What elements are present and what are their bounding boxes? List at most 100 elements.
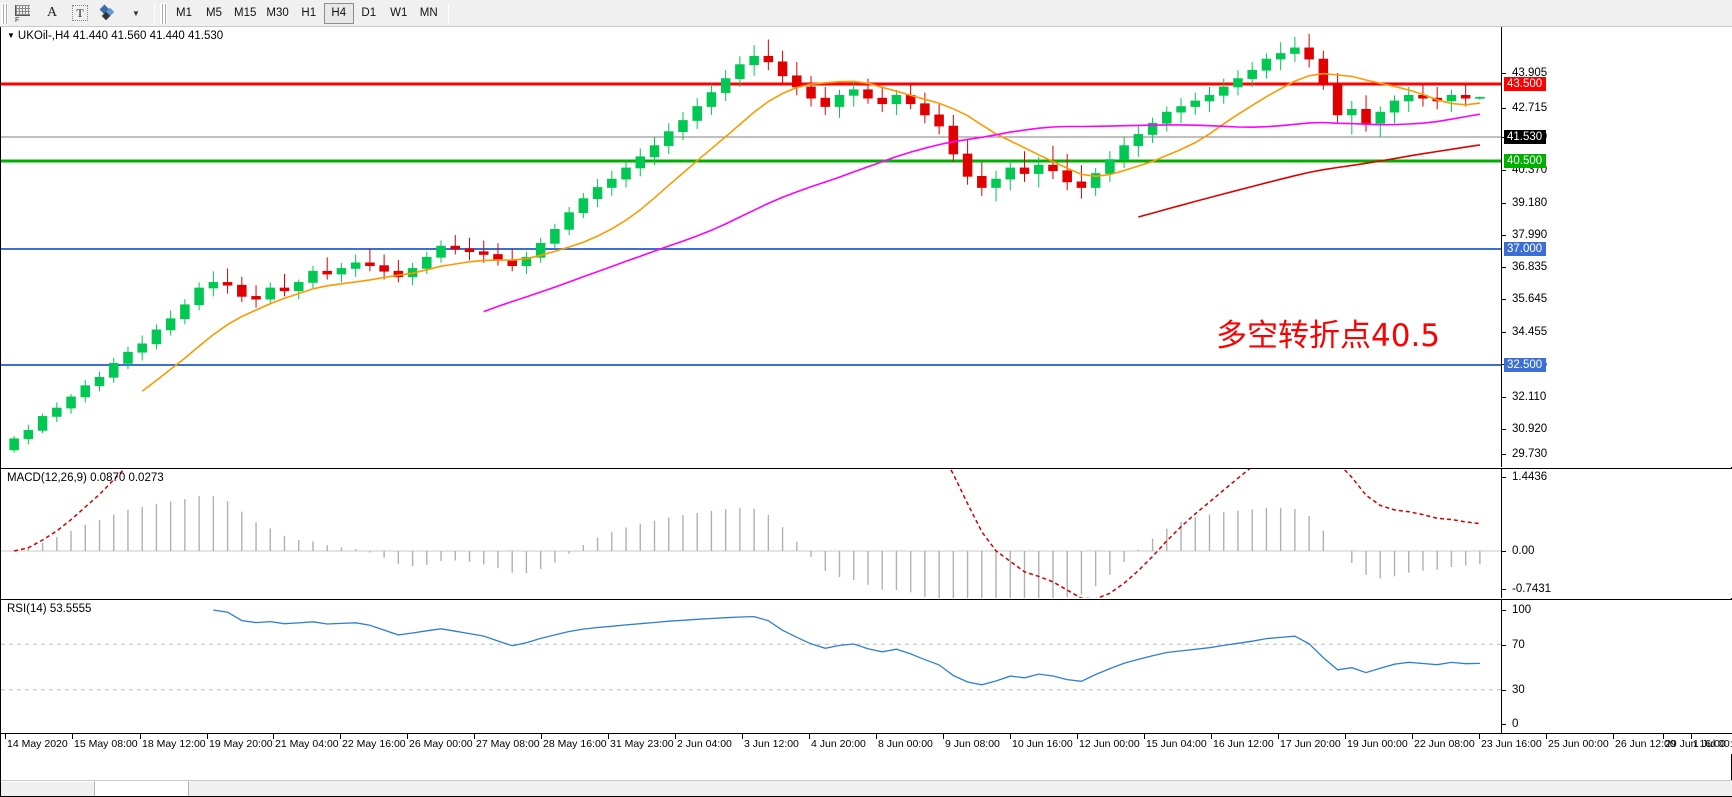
objects-shapes-icon[interactable] bbox=[95, 2, 121, 25]
candle-body bbox=[37, 416, 48, 431]
price-pane[interactable]: ▼ UKOil-,H4 41.440 41.560 41.440 41.530 4… bbox=[1, 27, 1732, 467]
candle-body bbox=[962, 153, 973, 177]
candle-body bbox=[379, 265, 389, 272]
candle-body bbox=[436, 245, 446, 258]
time-axis-label: 12 Jun 00:00 bbox=[1079, 738, 1140, 750]
macd-pane[interactable]: MACD(12,26,9) 0.0870 0.0273 1.4436 0.00 -0… bbox=[1, 468, 1732, 598]
timeframe-mn[interactable]: MN bbox=[419, 7, 438, 19]
chart-tab-0[interactable] bbox=[1, 781, 95, 796]
time-axis-label: 23 Jun 16:00 bbox=[1481, 738, 1542, 750]
chart-annotation-text: 多空转折点40.5 bbox=[1216, 318, 1441, 354]
candle-body bbox=[208, 282, 219, 289]
candle-body bbox=[1076, 181, 1087, 188]
rsi-scale[interactable]: 100 70 30 0 bbox=[1501, 600, 1732, 733]
candle-body bbox=[521, 256, 532, 267]
time-tick-mark bbox=[1691, 734, 1692, 739]
timeframe-m1[interactable]: M1 bbox=[176, 7, 192, 19]
candle-body bbox=[123, 351, 133, 364]
chart-window[interactable]: ▼ UKOil-,H4 41.440 41.560 41.440 41.530 4… bbox=[0, 27, 1732, 797]
candle-body bbox=[1275, 53, 1286, 60]
text-A-icon[interactable]: A bbox=[39, 2, 65, 25]
candle-body bbox=[550, 229, 560, 244]
time-axis-label: 2 Jun 04:00 bbox=[677, 738, 732, 750]
collapse-caret-icon[interactable]: ▼ bbox=[7, 31, 15, 41]
time-tick-mark bbox=[1613, 734, 1614, 739]
time-axis[interactable]: 14 May 2020 15 May 08:00 18 May 12:00 19 Ma… bbox=[1, 733, 1732, 754]
macd-scale[interactable]: 1.4436 0.00 -0.7431 bbox=[1501, 469, 1732, 598]
candle-body bbox=[279, 287, 290, 292]
timeframe-m5[interactable]: M5 bbox=[206, 7, 222, 19]
candle-body bbox=[806, 86, 816, 99]
candle-body bbox=[493, 254, 503, 261]
candle-body bbox=[1233, 78, 1243, 88]
candle-body bbox=[237, 284, 247, 297]
time-axis-label: 22 Jun 08:00 bbox=[1414, 738, 1475, 750]
time-axis-label: 8 Jun 00:00 bbox=[878, 738, 933, 750]
candle-body bbox=[1261, 58, 1272, 71]
candle-body bbox=[1361, 108, 1371, 124]
price-tick-mark bbox=[1502, 397, 1506, 398]
rsi-tick-mark bbox=[1502, 690, 1506, 691]
crosshair-f-icon[interactable]: F bbox=[11, 2, 37, 25]
chevron-down-icon[interactable]: ▼ bbox=[123, 2, 149, 25]
candle-body bbox=[350, 262, 361, 269]
text-label-T-icon[interactable]: T bbox=[67, 2, 93, 25]
time-axis-label: 18 May 12:00 bbox=[142, 738, 206, 750]
time-tick-mark bbox=[943, 734, 944, 739]
timeframe-d1[interactable]: D1 bbox=[361, 7, 377, 19]
rsi-pane[interactable]: RSI(14) 53.5555 100 70 30 0 bbox=[1, 599, 1732, 733]
toolbar-divider-2 bbox=[447, 3, 449, 23]
time-axis-label: 1 Jul 00:00 bbox=[1693, 738, 1732, 750]
price-scale[interactable]: 43.90542.71541.53040.37039.18037.99036.8… bbox=[1501, 27, 1732, 467]
candle-body bbox=[1062, 170, 1072, 183]
rsi-plot-area[interactable] bbox=[1, 600, 1732, 733]
timeframe-m15[interactable]: M15 bbox=[234, 7, 257, 19]
candle-body bbox=[1090, 173, 1101, 188]
timeframe-w1[interactable]: W1 bbox=[390, 7, 408, 19]
time-axis-label: 4 Jun 20:00 bbox=[811, 738, 866, 750]
symbol-ohlc-text: UKOil-,H4 41.440 41.560 41.440 41.530 bbox=[17, 30, 224, 42]
macd-plot-area[interactable] bbox=[1, 469, 1732, 598]
candle-body bbox=[877, 97, 887, 105]
price-badge-40500[interactable]: 40.500 bbox=[1504, 154, 1547, 168]
price-scale-label: 30.920 bbox=[1512, 423, 1548, 435]
price-scale-label: 39.180 bbox=[1512, 197, 1548, 209]
timeframe-h1[interactable]: H1 bbox=[301, 7, 317, 19]
candle-body bbox=[863, 89, 873, 99]
candle-body bbox=[308, 270, 318, 283]
time-tick-mark bbox=[1144, 734, 1145, 739]
rsi-tick-mark bbox=[1502, 610, 1506, 611]
time-tick-mark bbox=[5, 734, 6, 739]
status-bar bbox=[1, 780, 1732, 796]
toolbar-divider-1 bbox=[154, 3, 155, 23]
price-tick-mark bbox=[1502, 108, 1506, 109]
price-plot-area[interactable] bbox=[1, 27, 1732, 467]
rsi-line bbox=[213, 609, 1480, 686]
macd-tick-mark bbox=[1502, 589, 1506, 590]
candle-body bbox=[1105, 159, 1115, 174]
candle-body bbox=[1133, 134, 1144, 146]
price-badge-37000[interactable]: 37.000 bbox=[1504, 242, 1547, 256]
time-tick-mark bbox=[809, 734, 810, 739]
time-axis-label: 26 Jun 12:00 bbox=[1615, 738, 1676, 750]
price-tick-mark bbox=[1502, 454, 1506, 455]
time-axis-label: 9 Jun 08:00 bbox=[945, 738, 1000, 750]
time-axis-label: 16 Jun 12:00 bbox=[1213, 738, 1274, 750]
candle-body bbox=[322, 270, 332, 275]
timeframe-m30[interactable]: M30 bbox=[266, 7, 289, 19]
price-badge-32500[interactable]: 32.500 bbox=[1504, 358, 1547, 372]
price-chart-svg bbox=[1, 33, 1501, 453]
price-scale-label: 32.110 bbox=[1512, 391, 1547, 403]
candle-body bbox=[1446, 95, 1457, 102]
rsi-tick-mark bbox=[1502, 724, 1506, 725]
timeframe-h4[interactable]: H4 bbox=[323, 2, 354, 24]
toolbar-grip-2[interactable] bbox=[160, 2, 167, 24]
price-badge-43500[interactable]: 43.500 bbox=[1504, 77, 1547, 91]
time-tick-mark bbox=[1211, 734, 1212, 739]
toolbar-grip-1[interactable] bbox=[1, 2, 8, 24]
candle-body bbox=[1176, 106, 1186, 113]
chart-tab-1[interactable] bbox=[95, 781, 189, 796]
candle-body bbox=[1119, 145, 1129, 160]
price-badge-41530[interactable]: 41.530 bbox=[1504, 130, 1547, 144]
candle-body bbox=[607, 178, 617, 188]
